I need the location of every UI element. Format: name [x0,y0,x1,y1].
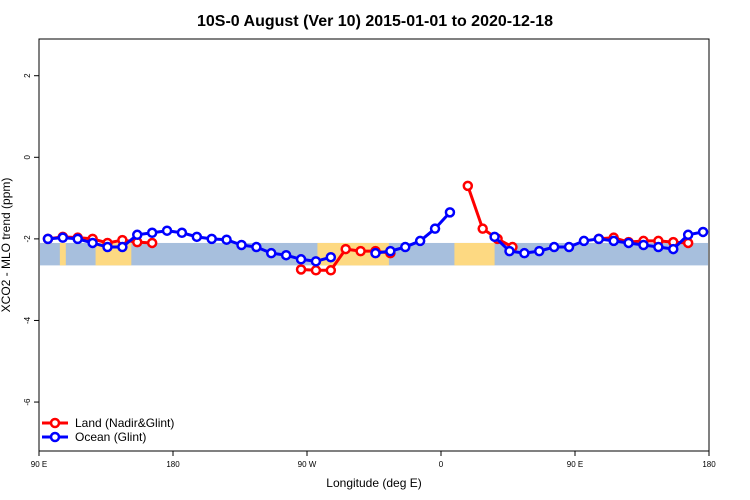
data-point [489,231,500,243]
legend: Land (Nadir&Glint)Ocean (Glint) [42,416,174,444]
legend-swatch-marker [49,417,61,429]
data-point [504,245,515,257]
x-axis-label: Longitude (deg E) [326,476,421,490]
data-point [548,241,560,253]
x-tick-label: 90 E [31,460,47,469]
plot-frame [38,38,710,452]
data-point [563,241,575,253]
x-tick-label: 0 [439,460,444,469]
data-point [266,247,277,259]
data-point [310,265,322,276]
series-ocean [42,207,709,267]
y-tick-label: -6 [23,398,32,406]
data-point [593,233,605,245]
data-point [578,235,590,247]
x-axis: 90 E 180 90 W 0 90 E 180 [31,451,716,469]
data-point [87,237,98,249]
data-point [462,180,474,192]
data-point [325,265,337,276]
x-tick-label: 180 [166,460,180,469]
data-point [42,233,54,245]
data-point [161,225,173,236]
data-point [132,229,143,241]
chart-title: 10S-0 August (Ver 10) 2015-01-01 to 2020… [197,13,553,30]
data-point [191,231,203,243]
data-point [310,256,322,267]
x-tick-label: 90 E [567,460,583,469]
data-point [236,239,247,251]
y-tick-label: -4 [23,316,32,324]
data-point [325,251,337,263]
data-point [414,235,426,247]
data-point [295,264,307,275]
y-axis: 2 0 -2 -4 -6 [23,73,39,406]
data-point [682,237,694,249]
data-point [206,233,217,245]
data-point [623,237,634,249]
land-patch [59,242,66,266]
data-point [57,232,69,243]
y-tick-label: -2 [23,235,32,243]
data-point [697,226,709,238]
data-point [251,241,262,253]
legend-swatch-marker [49,431,61,443]
data-point [429,223,441,234]
x-tick-label: 180 [702,460,716,469]
data-point [117,241,128,253]
data-point [534,245,545,257]
series-layer [42,180,709,276]
data-point [355,245,366,257]
y-axis-label: XCO2 - MLO trend (ppm) [0,178,13,313]
data-point [682,229,694,241]
data-point [519,247,530,259]
data-point [370,247,381,259]
data-point [477,223,488,234]
data-point [638,239,649,251]
data-point [72,233,83,245]
data-point [668,243,679,255]
legend-item: Land (Nadir&Glint) [42,416,174,430]
data-point [340,243,351,255]
series-line [466,185,514,249]
data-point [385,245,396,257]
data-point [400,241,411,253]
legend-label: Ocean (Glint) [75,430,146,444]
data-point [608,235,619,247]
y-tick-label: 2 [23,73,32,78]
data-point [146,227,158,239]
data-point [444,207,456,218]
data-point [146,237,158,249]
y-tick-label: 0 [23,155,32,160]
data-point [102,241,113,253]
legend-item: Ocean (Glint) [42,430,146,444]
x-tick-label: 90 W [298,460,317,469]
data-point [221,234,232,245]
land-patch [454,242,495,266]
data-point [653,241,664,253]
legend-label: Land (Nadir&Glint) [75,416,174,430]
data-point [176,227,188,239]
data-point [295,254,307,265]
data-point [280,249,292,261]
